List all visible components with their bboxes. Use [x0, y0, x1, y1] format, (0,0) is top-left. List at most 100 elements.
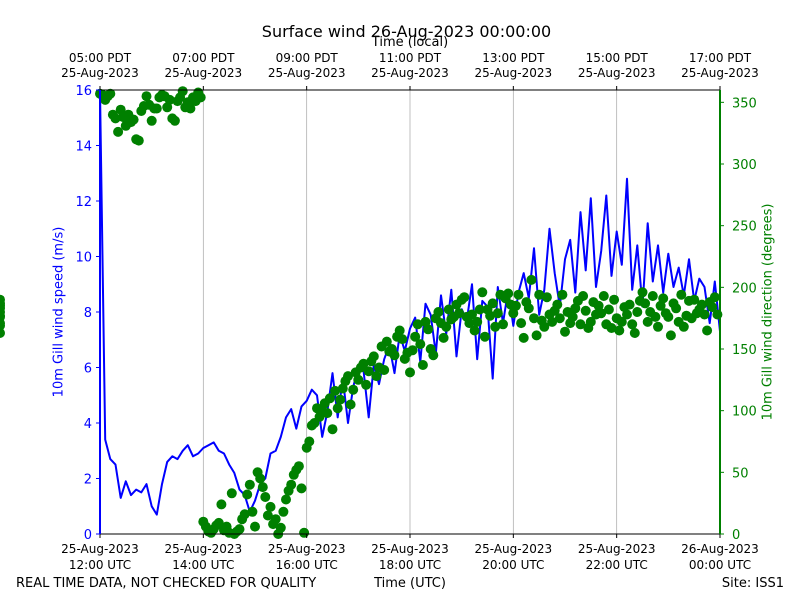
y-axis-label-right: 10m Gill wind direction (degrees)	[760, 203, 776, 421]
y-tick-label-right: 0	[732, 528, 740, 543]
y-tick-label-left: 14	[75, 140, 92, 155]
x-tick-label-bottom-date: 25-Aug-2023	[61, 542, 139, 556]
wind-direction-point	[343, 371, 353, 382]
wind-direction-point	[371, 371, 382, 382]
wind-direction-point	[575, 319, 586, 330]
wind-direction-point	[467, 309, 477, 320]
wind-direction-point	[265, 501, 276, 512]
wind-direction-point	[640, 298, 651, 309]
top-axis-label: Time (local)	[371, 35, 449, 50]
wind-direction-point	[177, 86, 188, 97]
wind-direction-point	[699, 309, 710, 320]
y-tick-label-left: 4	[84, 417, 92, 432]
wind-direction-point	[516, 318, 527, 329]
wind-direction-point	[0, 298, 5, 309]
x-tick-label-top-date: 25-Aug-2023	[371, 66, 449, 80]
wind-direction-point	[596, 308, 607, 319]
wind-direction-point	[299, 527, 310, 538]
wind-direction-point	[637, 287, 648, 298]
wind-direction-point	[585, 316, 596, 327]
wind-direction-point	[412, 319, 423, 330]
wind-direction-point	[345, 399, 356, 410]
wind-direction-point	[381, 336, 392, 347]
wind-direction-point	[415, 339, 426, 350]
wind-direction-point	[407, 345, 418, 356]
wind-direction-point	[653, 321, 663, 332]
wind-direction-point	[433, 307, 444, 317]
wind-direction-point	[239, 509, 250, 520]
wind-direction-point	[335, 394, 346, 405]
wind-direction-point	[330, 385, 341, 396]
wind-direction-point	[526, 274, 537, 285]
wind-direction-point	[531, 330, 542, 341]
wind-direction-point	[702, 325, 713, 336]
wind-direction-point	[332, 403, 343, 414]
wind-direction-point	[213, 517, 224, 528]
wind-direction-point	[678, 321, 689, 332]
wind-direction-point	[389, 350, 400, 361]
wind-direction-point	[417, 360, 428, 370]
gridlines	[202, 90, 618, 534]
wind-direction-point	[479, 331, 490, 342]
wind-direction-point	[665, 330, 676, 341]
wind-direction-point	[133, 135, 144, 146]
x-tick-label-top-date: 25-Aug-2023	[165, 66, 243, 80]
wind-direction-point	[609, 294, 620, 305]
wind-direction-point	[560, 326, 570, 337]
wind-direction-point	[141, 91, 152, 102]
wind-direction-point	[244, 479, 255, 490]
wind-direction-point	[472, 316, 483, 327]
wind-direction-point	[281, 494, 291, 505]
wind-direction-point	[262, 510, 273, 521]
wind-direction-point	[485, 310, 496, 321]
x-tick-label-top-date: 25-Aug-2023	[681, 66, 759, 80]
y-tick-label-left: 6	[84, 362, 92, 377]
wind-direction-point	[477, 287, 488, 298]
series-layer	[0, 86, 723, 539]
wind-direction-point	[642, 316, 653, 327]
y-tick-label-left: 12	[75, 195, 92, 210]
y-tick-label-right: 200	[732, 281, 757, 296]
wind-direction-point	[547, 316, 558, 327]
wind-direction-point	[324, 393, 335, 404]
y-tick-label-right: 50	[732, 466, 749, 481]
wind-direction-point	[627, 319, 638, 330]
wind-direction-point	[622, 309, 632, 320]
wind-direction-point	[234, 524, 245, 535]
wind-direction-point	[647, 291, 658, 301]
wind-direction-point	[578, 291, 589, 301]
x-axis-label: Time (UTC)	[374, 576, 446, 591]
wind-direction-point	[410, 331, 421, 342]
x-tick-label-top-time: 05:00 PDT	[69, 51, 132, 65]
x-tick-label-bottom-time: 16:00 UTC	[276, 558, 338, 572]
wind-direction-point	[242, 489, 253, 500]
wind-direction-point	[487, 298, 498, 309]
wind-direction-point	[270, 514, 281, 525]
wind-direction-point	[696, 299, 707, 310]
wind-direction-point	[250, 521, 260, 532]
wind-direction-point	[368, 351, 379, 362]
wind-direction-point	[689, 294, 700, 305]
wind-direction-point	[164, 94, 175, 105]
wind-direction-point	[490, 321, 501, 332]
x-tick-label-bottom-date: 25-Aug-2023	[268, 542, 346, 556]
wind-direction-point	[554, 313, 565, 324]
footer-disclaimer: REAL TIME DATA, NOT CHECKED FOR QUALITY	[16, 576, 317, 591]
wind-direction-point	[523, 303, 534, 314]
x-tick-label-bottom-time: 18:00 UTC	[379, 558, 441, 572]
wind-direction-point	[257, 482, 268, 493]
wind-direction-point	[0, 311, 5, 322]
wind-direction-point	[348, 384, 359, 395]
x-tick-label-top-date: 25-Aug-2023	[268, 66, 346, 80]
wind-direction-point	[169, 115, 180, 126]
wind-direction-point	[146, 115, 157, 126]
x-tick-label-bottom-date: 26-Aug-2023	[681, 542, 759, 556]
wind-direction-point	[510, 300, 521, 311]
footer-site: Site: ISS1	[721, 576, 784, 591]
wind-direction-point	[195, 92, 206, 103]
x-tick-label-bottom-time: 00:00 UTC	[689, 558, 751, 572]
x-tick-label-top-time: 17:00 PDT	[689, 51, 752, 65]
wind-direction-point	[650, 311, 661, 322]
